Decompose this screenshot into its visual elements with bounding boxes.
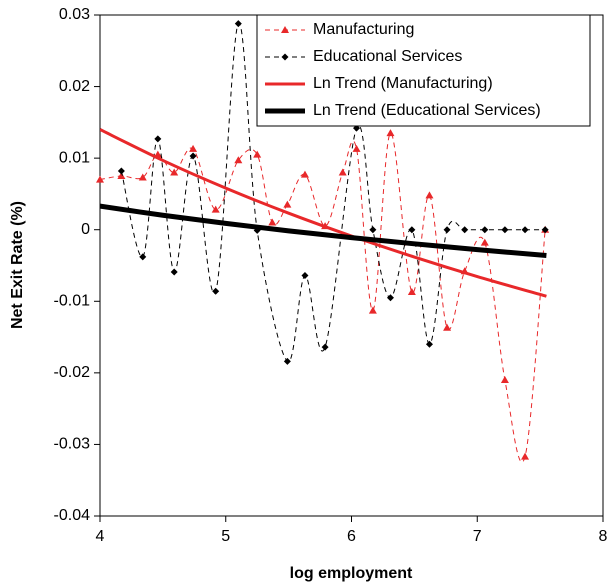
point (369, 226, 377, 234)
point (425, 340, 433, 348)
point (139, 253, 147, 261)
point (443, 226, 451, 234)
y-tick-label: -0.01 (54, 293, 91, 310)
point (521, 226, 529, 234)
point (170, 168, 179, 176)
y-tick-label: 0.01 (59, 149, 90, 166)
point (154, 135, 162, 143)
point (211, 205, 220, 213)
point (352, 144, 361, 152)
x-tick-label: 6 (347, 528, 356, 545)
y-axis-title: Net Exit Rate (%) (9, 201, 26, 329)
legend-marker (281, 53, 289, 61)
point (170, 268, 178, 276)
series-line (100, 203, 547, 258)
point (189, 152, 197, 160)
point (501, 226, 509, 234)
point (117, 167, 125, 175)
point (338, 168, 347, 176)
point (443, 323, 452, 331)
point (301, 272, 309, 280)
y-tick-label: -0.03 (54, 436, 91, 453)
point (541, 226, 549, 234)
y-tick-label: 0.02 (59, 78, 90, 95)
point (253, 150, 262, 158)
point (408, 226, 416, 234)
point (234, 156, 243, 164)
x-tick-label: 7 (473, 528, 482, 545)
point (117, 172, 126, 180)
x-tick-label: 5 (221, 528, 230, 545)
x-tick-label: 4 (96, 528, 105, 545)
point (268, 218, 277, 226)
y-tick-label: -0.04 (54, 507, 91, 524)
legend-marker (281, 26, 289, 33)
point (386, 129, 395, 137)
point (189, 144, 198, 152)
point (425, 191, 434, 199)
y-tick-label: -0.02 (54, 364, 91, 381)
point (481, 226, 489, 234)
y-tick-label: 0 (81, 221, 90, 238)
series-line (100, 132, 546, 463)
point (386, 294, 394, 302)
point (234, 20, 242, 28)
point (212, 287, 220, 295)
point (283, 357, 291, 365)
point (461, 226, 469, 234)
x-tick-label: 8 (599, 528, 608, 545)
series-line (120, 23, 546, 362)
legend-label: Ln Trend (Manufacturing) (313, 75, 493, 92)
point (521, 452, 530, 460)
legend-label: Manufacturing (313, 21, 414, 38)
legend-label: Ln Trend (Educational Services) (313, 102, 541, 119)
point (407, 287, 416, 295)
point (300, 170, 309, 178)
point (321, 343, 329, 351)
x-axis-title: log employment (290, 565, 413, 582)
legend-box (256, 14, 591, 127)
point (138, 173, 147, 181)
point (500, 376, 509, 384)
legend-label: Educational Services (313, 48, 462, 65)
series-line (100, 128, 547, 298)
point (96, 175, 104, 183)
point (368, 306, 377, 314)
y-tick-label: 0.03 (59, 6, 90, 23)
point (283, 200, 292, 208)
point (480, 238, 489, 246)
